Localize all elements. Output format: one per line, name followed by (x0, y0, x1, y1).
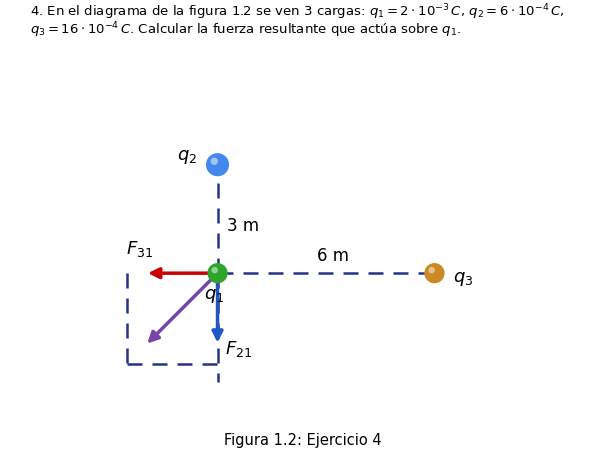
Text: $F_{31}$: $F_{31}$ (126, 239, 154, 259)
Circle shape (208, 263, 227, 283)
Circle shape (428, 267, 435, 274)
Text: 3 m: 3 m (226, 217, 259, 235)
Text: $q_1$: $q_1$ (204, 287, 224, 305)
Text: 6 m: 6 m (317, 247, 349, 265)
Text: $q_3$: $q_3$ (453, 270, 473, 288)
Text: Figura 1.2: Ejercicio 4: Figura 1.2: Ejercicio 4 (224, 433, 381, 448)
Circle shape (211, 158, 218, 165)
Text: $q_3 = 16\cdot10^{-4}\,C$. Calcular la fuerza resultante que actúa sobre $q_1$.: $q_3 = 16\cdot10^{-4}\,C$. Calcular la f… (30, 21, 462, 40)
Circle shape (424, 263, 445, 283)
Text: $F_{21}$: $F_{21}$ (226, 339, 253, 359)
Text: 4. En el diagrama de la figura 1.2 se ven 3 cargas: $q_1 = 2\cdot10^{-3}\,C$, $q: 4. En el diagrama de la figura 1.2 se ve… (30, 2, 565, 22)
Circle shape (212, 267, 218, 274)
Text: $q_2$: $q_2$ (177, 148, 198, 166)
Circle shape (206, 153, 229, 176)
